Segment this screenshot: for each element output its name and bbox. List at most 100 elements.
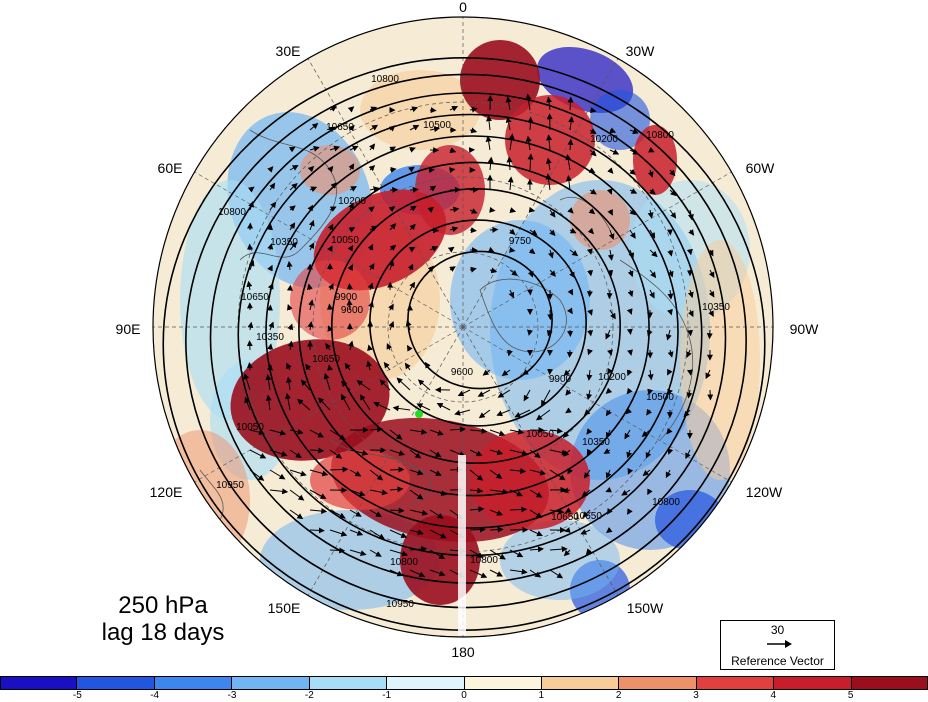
- flux-vector: [665, 329, 672, 341]
- flux-vector: [626, 387, 633, 395]
- contour-label: 10050: [236, 422, 264, 433]
- flux-vector: [329, 466, 349, 473]
- colorbar-tick-label: -3: [227, 690, 237, 701]
- data-gap-strip: [458, 455, 466, 635]
- flux-vector: [348, 227, 356, 233]
- flux-vector: [505, 116, 512, 131]
- flux-vector: [687, 329, 694, 337]
- flux-vector: [329, 182, 337, 191]
- flux-vector: [389, 466, 405, 473]
- flux-vector: [329, 106, 337, 112]
- flux-vector: [564, 507, 572, 513]
- flux-vector: [407, 263, 414, 271]
- flux-vector: [449, 266, 456, 272]
- flux-vector: [605, 429, 612, 439]
- flux-vector: [309, 122, 319, 131]
- colorbar-tick-labels: -5 -4 -3 -2 -1 0 1 2 3 4 5: [0, 690, 928, 702]
- flux-vector: [325, 342, 332, 351]
- flux-vector: [436, 403, 451, 411]
- flux-vector: [409, 205, 417, 212]
- flux-vector: [528, 248, 536, 255]
- flux-vector: [349, 549, 367, 557]
- flux-vector: [546, 96, 553, 111]
- flux-vector: [309, 186, 318, 193]
- flux-vector: [508, 133, 515, 151]
- flux-vector: [567, 288, 574, 296]
- flux-vector: [369, 186, 380, 193]
- flux-vector: [688, 209, 694, 221]
- flux-vector: [327, 245, 333, 253]
- flux-vector: [449, 147, 457, 154]
- flux-vector: [525, 93, 532, 111]
- flux-vector: [289, 164, 299, 171]
- flux-vector: [529, 489, 543, 498]
- flux-vector: [469, 549, 484, 558]
- reference-vector-box: 30 Reference Vector: [720, 620, 835, 670]
- flux-vector: [586, 448, 593, 456]
- flux-vector: [514, 409, 531, 418]
- flux-vector: [369, 124, 379, 131]
- contour-label: 10950: [216, 480, 244, 491]
- flux-vector: [586, 369, 593, 381]
- reference-vector-label: Reference Vector: [731, 654, 824, 668]
- contour-label: 10350: [702, 302, 730, 313]
- flux-vector: [388, 259, 395, 271]
- flux-vector: [429, 509, 444, 519]
- flux-vector: [509, 269, 518, 277]
- flux-vector: [265, 373, 272, 391]
- meridian-line: [462, 58, 619, 328]
- flux-vector: [305, 363, 312, 371]
- flux-vector: [562, 487, 571, 494]
- flux-vector: [429, 549, 446, 560]
- contour-label: 10050: [331, 235, 359, 246]
- flux-vector: [607, 349, 613, 356]
- flux-vector: [389, 529, 408, 538]
- flux-vector: [545, 157, 552, 171]
- flux-vector: [329, 206, 337, 212]
- lon-label-60e: 60E: [158, 160, 183, 176]
- lon-label-180: 180: [451, 644, 475, 660]
- flux-vector: [667, 249, 674, 257]
- flux-vector: [469, 227, 477, 234]
- flux-vector: [478, 409, 491, 419]
- flux-vector: [469, 428, 488, 435]
- contour-label: 10650: [241, 292, 269, 303]
- lon-label-90e: 90E: [116, 321, 141, 337]
- contour-label: 10350: [256, 332, 284, 343]
- flux-vector: [567, 467, 574, 475]
- flux-vector: [406, 344, 413, 352]
- flux-vector: [587, 227, 595, 235]
- flux-vector: [605, 387, 613, 394]
- flux-vector: [347, 264, 353, 271]
- figure-caption: 250 hPa lag 18 days: [88, 592, 238, 646]
- flux-vector: [457, 389, 471, 397]
- flux-vector: [267, 243, 274, 251]
- flux-vector: [327, 223, 334, 231]
- flux-vector: [627, 467, 634, 475]
- flux-vector: [388, 125, 396, 132]
- height-contour: [237, 113, 703, 557]
- flux-vector: [309, 469, 329, 477]
- flux-vector: [569, 269, 575, 279]
- colorbar-cell: [231, 676, 309, 690]
- flux-vector: [267, 223, 274, 231]
- flux-vector: [509, 449, 529, 456]
- flux-vector: [603, 448, 611, 454]
- flux-vector: [688, 229, 695, 236]
- flux-vector: [489, 469, 503, 479]
- flux-vector: [565, 389, 572, 396]
- flux-vector: [309, 527, 325, 534]
- flux-vector: [625, 407, 633, 415]
- flux-vector: [289, 509, 304, 520]
- flux-vector: [329, 547, 346, 554]
- lon-label-120e: 120E: [150, 484, 183, 500]
- flux-vector: [508, 289, 515, 299]
- flux-vector: [708, 289, 715, 298]
- flux-vector: [609, 127, 617, 133]
- contour-label: 10800: [470, 555, 498, 566]
- flux-vector: [289, 449, 302, 459]
- flux-vector: [344, 362, 351, 371]
- flux-vector: [429, 529, 447, 539]
- flux-vector: [648, 146, 655, 153]
- flux-vector: [318, 397, 331, 411]
